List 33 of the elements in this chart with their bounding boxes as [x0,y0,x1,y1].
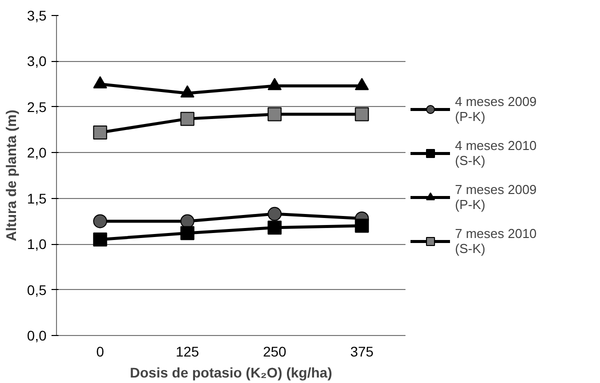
y-tick-label: 0,5 [27,282,47,298]
legend-label: 4 meses 2009 (P-K) [455,94,537,124]
point [268,78,282,90]
point [93,214,108,228]
y-tick-label: 2,5 [27,98,47,115]
legend-label: 7 meses 2009 (P-K) [455,182,537,212]
point [354,107,369,122]
y-tick-label: 1,0 [27,236,47,252]
point [93,76,108,88]
point [180,214,194,228]
point [93,126,108,140]
x-axis-title: Dosis de potasio (K₂O) (kg/ha) [130,364,332,380]
legend-label: 4 meses 2010 (S-K) [455,138,537,168]
x-tick-label: 125 [176,344,200,360]
x-tick-label: 0 [96,344,104,360]
point [268,220,282,235]
y-tick-label: 2,0 [27,144,47,161]
y-tick-label: 1,5 [27,190,47,206]
point [93,232,108,246]
point [180,226,194,240]
point [180,85,194,98]
point [268,206,282,221]
point [354,78,369,90]
point [354,218,369,233]
y-axis-title: Altura de planta (m) [3,110,20,242]
point [180,112,194,126]
legend-label: 7 meses 2010 (S-K) [455,226,537,256]
point [268,107,282,122]
x-tick-label: 375 [350,344,374,360]
y-tick-label: 3,5 [27,8,47,24]
y-tick-label: 3,0 [27,53,47,70]
y-tick-label: 0,0 [27,328,47,344]
x-tick-label: 250 [262,344,287,360]
